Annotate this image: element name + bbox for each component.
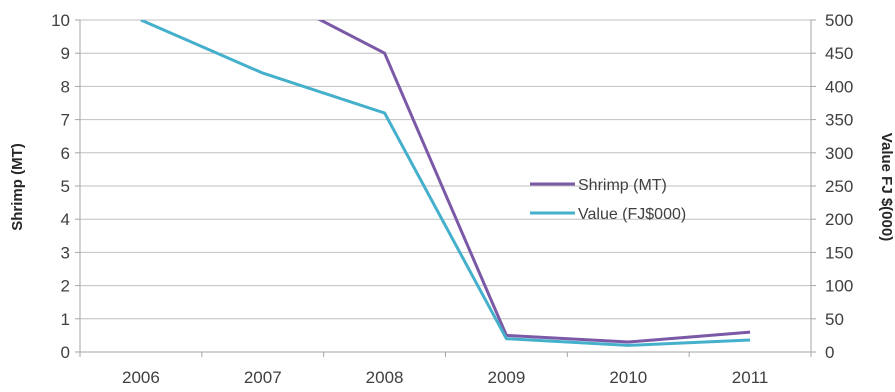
y-left-tick-label: 1 — [61, 310, 70, 329]
x-tick-label: 2011 — [732, 368, 769, 387]
x-tick-label: 2007 — [244, 368, 282, 387]
legend: Shrimp (MT) Value (FJ$000) — [530, 177, 686, 223]
y-right-tick-label: 500 — [825, 11, 853, 30]
y-left-tick-label: 10 — [51, 11, 70, 30]
x-tick-label: 2010 — [609, 368, 647, 387]
y-left-axis-title: Shrimp (MT) — [9, 143, 26, 231]
y-right-tick-label: 150 — [825, 243, 853, 262]
y-left-tick-label: 3 — [61, 243, 70, 262]
y-right-tick-label: 100 — [825, 277, 853, 296]
y-right-tick-label: 50 — [825, 310, 844, 329]
x-tick-label: 2008 — [366, 368, 404, 387]
axes — [75, 19, 816, 357]
y-left-tick-label: 9 — [61, 44, 70, 63]
series-lines — [140, 20, 751, 347]
y-left-tick-labels: 0 1 2 3 4 5 6 7 8 9 10 — [51, 11, 70, 362]
legend-label-value: Value (FJ$000) — [578, 206, 686, 223]
y-left-tick-label: 6 — [61, 144, 70, 163]
y-left-tick-label: 4 — [61, 210, 70, 229]
y-right-tick-label: 400 — [825, 77, 853, 96]
y-right-tick-label: 200 — [825, 210, 853, 229]
y-right-tick-labels: 0 50 100 150 200 250 300 350 400 450 500 — [825, 11, 853, 362]
y-right-tick-label: 350 — [825, 111, 853, 130]
y-right-tick-label: 250 — [825, 177, 853, 196]
y-right-tick-label: 450 — [825, 44, 853, 63]
y-left-tick-label: 5 — [61, 177, 70, 196]
y-left-tick-label: 7 — [61, 111, 70, 130]
series-line-shrimp — [317, 20, 751, 344]
y-left-tick-label: 8 — [61, 77, 70, 96]
y-right-tick-label: 0 — [825, 343, 834, 362]
series-line-value — [140, 20, 751, 347]
y-left-tick-label: 0 — [61, 343, 70, 362]
x-tick-label: 2009 — [488, 368, 526, 387]
gridlines — [80, 19, 811, 320]
x-tick-label: 2006 — [122, 368, 160, 387]
x-tick-labels: 2006 2007 2008 2009 2010 2011 — [122, 368, 768, 387]
y-right-tick-label: 300 — [825, 144, 853, 163]
y-right-axis-title: Value FJ $(000) — [878, 133, 895, 241]
legend-label-shrimp: Shrimp (MT) — [578, 177, 667, 194]
y-left-tick-label: 2 — [61, 277, 70, 296]
